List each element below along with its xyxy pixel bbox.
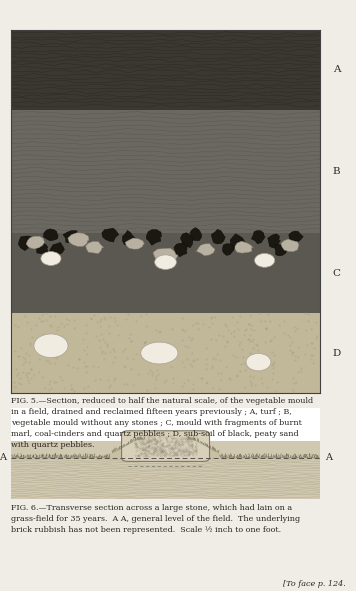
Polygon shape <box>281 239 299 252</box>
Bar <box>11 30 320 109</box>
Polygon shape <box>174 243 187 257</box>
Polygon shape <box>153 248 178 261</box>
FancyBboxPatch shape <box>121 431 210 462</box>
Text: C: C <box>333 268 341 278</box>
Polygon shape <box>49 242 64 256</box>
Text: A: A <box>325 453 332 462</box>
Polygon shape <box>235 241 253 253</box>
Polygon shape <box>43 229 58 241</box>
Polygon shape <box>268 234 280 248</box>
Polygon shape <box>289 231 303 242</box>
Bar <box>11 313 320 393</box>
Bar <box>11 109 320 233</box>
Text: [To face p. 124.: [To face p. 124. <box>283 580 345 588</box>
Polygon shape <box>26 236 44 249</box>
Polygon shape <box>222 243 234 255</box>
Ellipse shape <box>41 252 61 265</box>
Bar <box>11 233 320 313</box>
Polygon shape <box>63 230 83 243</box>
Ellipse shape <box>246 353 271 371</box>
Polygon shape <box>86 241 104 254</box>
Polygon shape <box>146 230 161 245</box>
Polygon shape <box>190 228 202 241</box>
Text: FIG. 6.—Transverse section across a large stone, which had lain on a
grass-field: FIG. 6.—Transverse section across a larg… <box>11 504 300 534</box>
Polygon shape <box>251 230 265 244</box>
Polygon shape <box>211 229 225 244</box>
Polygon shape <box>197 243 215 256</box>
Text: B: B <box>333 167 340 176</box>
Ellipse shape <box>255 254 275 267</box>
Polygon shape <box>37 241 48 254</box>
Text: FIG. 5.—Section, reduced to half the natural scale, of the vegetable mould
in a : FIG. 5.—Section, reduced to half the nat… <box>11 397 313 449</box>
Polygon shape <box>68 233 89 246</box>
Polygon shape <box>125 238 145 249</box>
Ellipse shape <box>155 255 176 269</box>
Polygon shape <box>122 230 135 246</box>
Bar <box>11 441 320 499</box>
Text: A: A <box>0 453 6 462</box>
Text: A: A <box>333 65 340 74</box>
Polygon shape <box>230 233 246 250</box>
Polygon shape <box>102 228 119 242</box>
Ellipse shape <box>141 342 178 364</box>
Polygon shape <box>180 233 193 248</box>
Polygon shape <box>274 244 287 256</box>
Text: D: D <box>333 349 341 358</box>
Polygon shape <box>18 236 35 251</box>
Ellipse shape <box>34 334 68 358</box>
